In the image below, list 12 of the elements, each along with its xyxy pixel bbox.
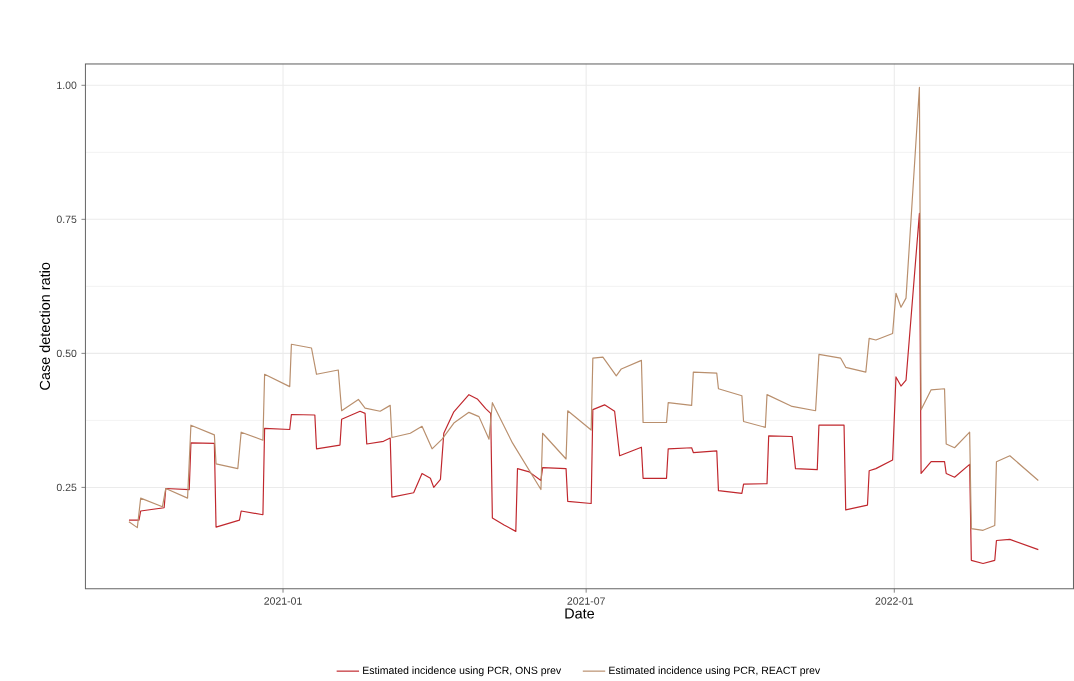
- x-tick-label: 2022-01: [875, 597, 914, 605]
- line-series: [128, 86, 1039, 531]
- y-tick-label: 0.75: [56, 215, 77, 223]
- x-tick-label: 2021-07: [567, 597, 605, 605]
- y-tick-label: 0.25: [56, 483, 77, 492]
- y-tick-label: 0.50: [56, 349, 77, 358]
- y-axis-title: Case detection ratio: [39, 262, 51, 390]
- x-axis-title: Date: [565, 608, 595, 619]
- y-tick-label: 1.00: [57, 81, 77, 89]
- legend-label: Estimated incidence using PCR, REACT prev: [609, 666, 821, 677]
- x-tick-label: 2021-01: [264, 597, 302, 605]
- legend-label: Estimated incidence using PCR, ONS prev: [363, 666, 562, 677]
